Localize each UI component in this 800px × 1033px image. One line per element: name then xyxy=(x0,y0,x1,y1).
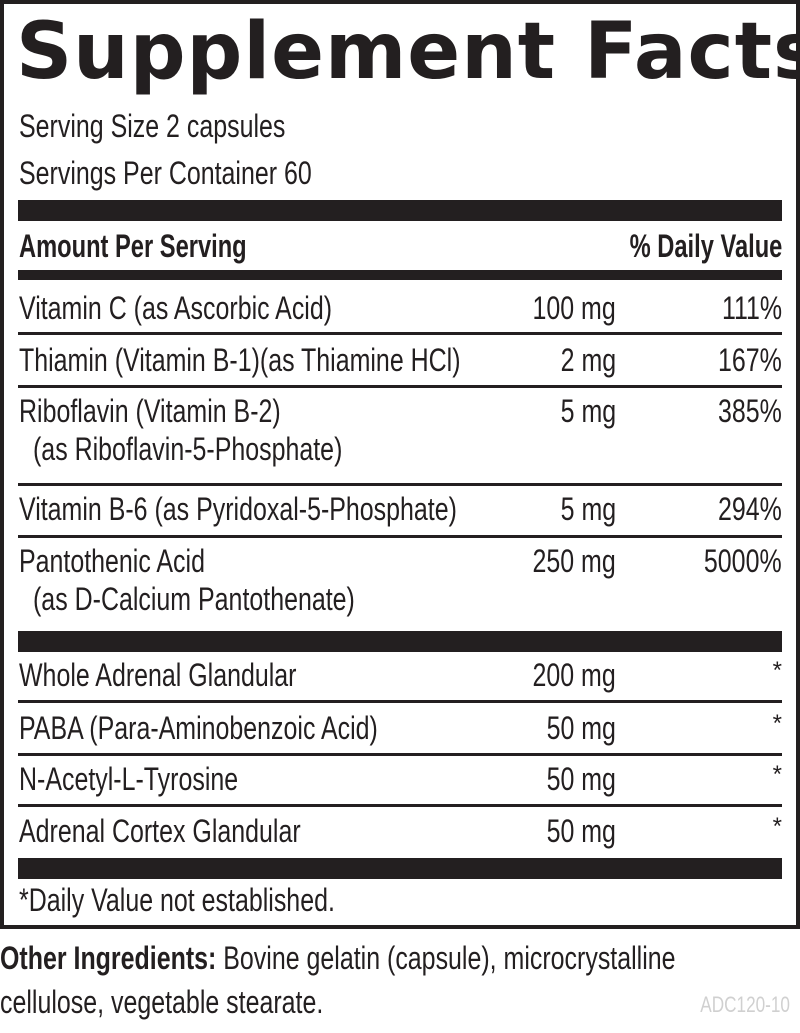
nutrient-name: Vitamin B-6 (as Pyridoxal-5-Phosphate) xyxy=(19,491,457,527)
nutrient-amount: 2 mg xyxy=(560,342,616,378)
nutrient-source: (as D-Calcium Pantothenate) xyxy=(33,581,355,617)
product-code: ADC120-10 xyxy=(700,992,790,1017)
nutrient-daily-value: 167% xyxy=(718,342,782,378)
other-ingredients-text: Bovine gelatin (capsule), microcrystalli… xyxy=(216,940,676,976)
divider-thick xyxy=(18,631,782,652)
nutrient-daily-value: 5000% xyxy=(704,543,782,579)
nutrient-name: Pantothenic Acid xyxy=(19,543,205,579)
other-ingredients-text-cont: cellulose, vegetable stearate. xyxy=(0,984,324,1020)
divider-medium xyxy=(18,270,782,280)
nutrient-name: Vitamin C (as Ascorbic Acid) xyxy=(19,290,333,326)
daily-value-asterisk: * xyxy=(772,761,782,788)
daily-value-asterisk: * xyxy=(772,813,782,840)
daily-value-asterisk: * xyxy=(772,710,782,737)
amount-per-serving-header: Amount Per Serving xyxy=(19,228,247,264)
ingredient-name: N-Acetyl-L-Tyrosine xyxy=(19,761,239,797)
panel-title: Supplement Facts xyxy=(16,7,800,97)
nutrient-source: (as Riboflavin-5-Phosphate) xyxy=(33,431,343,467)
other-ingredients: Other Ingredients: Bovine gelatin (capsu… xyxy=(0,936,800,1024)
other-ingredients-label: Other Ingredients: xyxy=(0,940,217,976)
row-divider xyxy=(18,332,782,335)
nutrient-amount: 100 mg xyxy=(532,290,616,326)
nutrient-daily-value: 294% xyxy=(718,491,782,527)
ingredient-amount: 50 mg xyxy=(546,761,616,797)
nutrient-name: Riboflavin (Vitamin B-2) xyxy=(19,393,281,429)
ingredient-amount: 50 mg xyxy=(546,710,616,746)
nutrient-amount: 5 mg xyxy=(560,491,616,527)
servings-per-container: Servings Per Container 60 xyxy=(19,155,312,191)
ingredient-name: Adrenal Cortex Glandular xyxy=(19,813,301,849)
row-divider xyxy=(18,804,782,807)
row-divider xyxy=(18,700,782,703)
divider-thick xyxy=(18,200,782,221)
daily-value-footnote: *Daily Value not established. xyxy=(19,882,335,918)
row-divider xyxy=(18,535,782,538)
ingredient-amount: 200 mg xyxy=(532,657,616,693)
nutrient-name: Thiamin (Vitamin B-1)(as Thiamine HCl) xyxy=(19,342,461,378)
serving-size: Serving Size 2 capsules xyxy=(19,108,286,144)
daily-value-header: % Daily Value xyxy=(629,228,782,264)
row-divider xyxy=(18,483,782,486)
daily-value-asterisk: * xyxy=(772,657,782,684)
supplement-facts-panel xyxy=(0,0,800,929)
divider-thick xyxy=(18,858,782,879)
ingredient-name: Whole Adrenal Glandular xyxy=(19,657,297,693)
nutrient-daily-value: 111% xyxy=(721,290,782,326)
ingredient-name: PABA (Para-Aminobenzoic Acid) xyxy=(19,710,378,746)
row-divider xyxy=(18,753,782,756)
nutrient-amount: 250 mg xyxy=(532,543,616,579)
nutrient-daily-value: 385% xyxy=(718,393,782,429)
row-divider xyxy=(18,385,782,388)
ingredient-amount: 50 mg xyxy=(546,813,616,849)
nutrient-amount: 5 mg xyxy=(560,393,616,429)
